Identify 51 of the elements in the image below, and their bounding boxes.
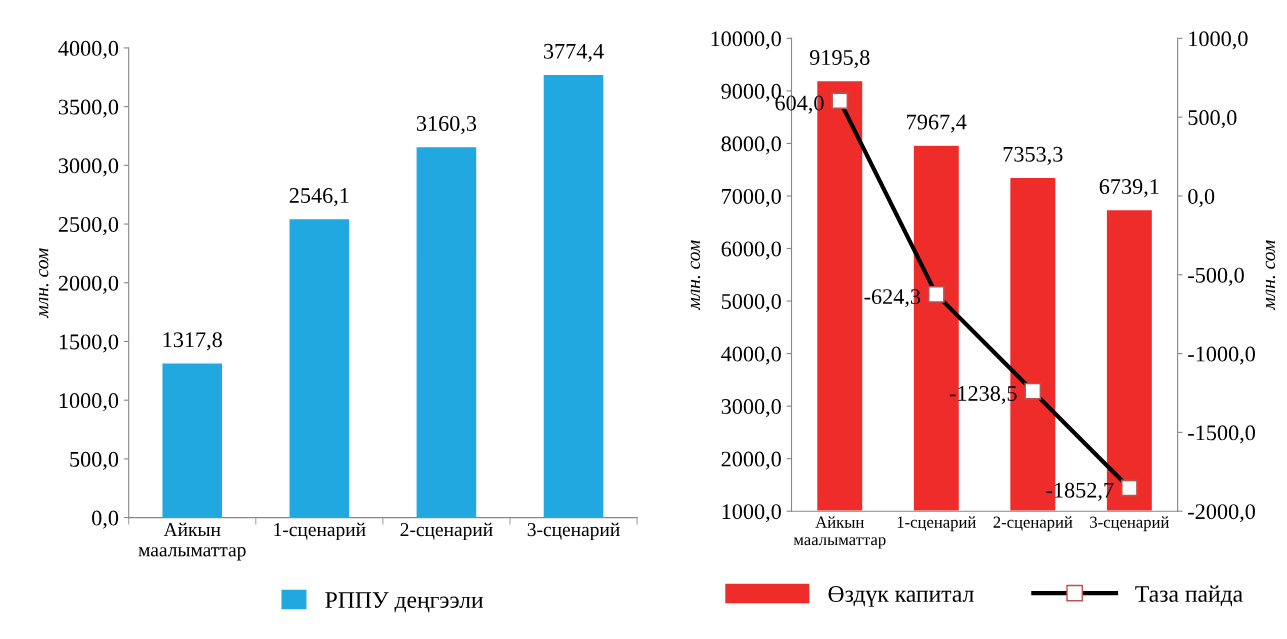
y-tick-label: 7000,0 [722, 188, 781, 208]
data-label: 7967,4 [907, 114, 967, 133]
bar [288, 217, 351, 518]
x-tick-label: 3-сценарий [527, 522, 620, 541]
y-tick-label: 0,0 [92, 510, 119, 529]
legend-label: Өздүк капитал [828, 586, 974, 607]
y-tick-label: 2000,0 [721, 451, 781, 470]
y2-tick-label: 500,0 [1188, 110, 1237, 129]
x-tick-label: 1-сценарий [897, 516, 976, 532]
y2-tick-label: -500,0 [1188, 267, 1244, 286]
x-tick-label: 2-сценарий [400, 522, 493, 541]
y-tick-label: 2000,0 [58, 275, 119, 294]
y-tick-label: 1000,0 [59, 393, 119, 412]
y2-tick-label: -1500,0 [1188, 425, 1255, 444]
y-tick-label: 1500,0 [59, 334, 119, 353]
y-tick-label: 500,0 [70, 451, 119, 471]
bar [542, 73, 605, 518]
data-label: 9195,8 [809, 49, 870, 69]
data-label: 2546,1 [289, 188, 349, 207]
x-tick-label: 3-сценарий [1090, 516, 1169, 532]
y2-tick-label: -2000,0 [1188, 504, 1255, 523]
y2-tick-label: 0,0 [1188, 188, 1215, 208]
y-tick-label: 3000,0 [721, 399, 781, 418]
data-label: 3160,3 [416, 115, 477, 135]
y-tick-label: 4000,0 [58, 40, 119, 60]
data-label: 1317,8 [163, 332, 222, 351]
y-tick-label: 3500,0 [58, 99, 119, 118]
x-tick-label: Айкын маалыматтар [793, 516, 886, 549]
y-tick-label: 3000,0 [58, 158, 119, 177]
y-tick-label: 8000,0 [721, 136, 781, 155]
x-tick-label: 2-сценарий [993, 516, 1073, 532]
y2-axis-title: млн. сом [1265, 240, 1276, 311]
y-tick-label: 6000,0 [721, 241, 781, 260]
y-tick-label: 1000,0 [722, 504, 781, 523]
y2-tick-label: 1000,0 [1189, 31, 1248, 50]
bar [415, 145, 478, 518]
y-tick-label: 4000,0 [721, 346, 781, 365]
bar [161, 362, 224, 518]
legend-label: РППУ деңгээли [325, 592, 484, 613]
y-tick-label: 2500,0 [58, 216, 119, 236]
data-label: 6739,1 [1099, 179, 1159, 198]
y2-tick-label: -1000,0 [1188, 346, 1255, 365]
y-tick-label: 10000,0 [711, 31, 781, 50]
x-tick-label: 1-сценарий [274, 522, 366, 541]
y-axis-title: млн. сом [39, 248, 49, 319]
y-tick-label: 5000,0 [721, 293, 781, 313]
x-tick-label: Айкын маалыматтар [138, 522, 246, 561]
legend-label: Таза пайда [1135, 585, 1243, 607]
data-label: 3774,4 [544, 43, 604, 62]
data-label: 7353,3 [1003, 146, 1063, 165]
y-axis-title: млн. сом [690, 240, 701, 311]
